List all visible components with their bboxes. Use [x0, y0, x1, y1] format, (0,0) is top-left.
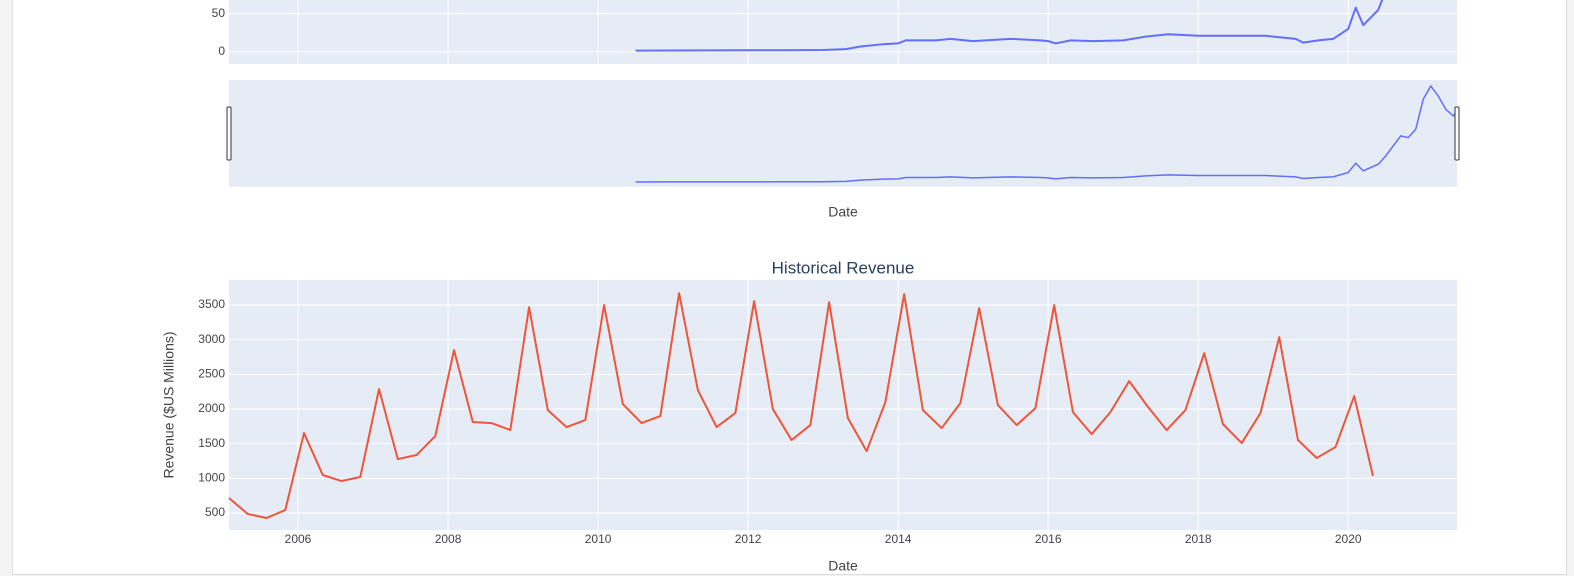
y-tick-label: 1500 — [198, 436, 225, 450]
y-tick-label: 0 — [218, 44, 225, 58]
x-tick-label: 2016 — [1035, 532, 1062, 546]
slider-line — [635, 84, 1458, 183]
y-tick-label: 3500 — [198, 297, 225, 311]
x-axis-title: Date — [828, 204, 858, 220]
slider-handle — [226, 106, 232, 161]
line — [635, 0, 1384, 52]
x-tick-label: 2014 — [885, 532, 912, 546]
x-axis-title: Date — [828, 558, 858, 574]
x-tick-label: 2018 — [1185, 532, 1212, 546]
chart-title: Historical Revenue — [772, 258, 915, 277]
line — [228, 292, 1374, 519]
plot-area — [229, 280, 1457, 530]
y-axis-title: Revenue ($US Millions) — [161, 331, 177, 478]
y-tick-label: 3000 — [198, 332, 225, 346]
x-tick-label: 2012 — [735, 532, 762, 546]
x-tick-label: 2020 — [1335, 532, 1362, 546]
plot-area — [229, 0, 1457, 64]
slider-handle — [1454, 106, 1460, 161]
y-tick-label: 500 — [205, 505, 225, 519]
range-slider — [229, 80, 1457, 187]
x-tick-label: 2010 — [585, 532, 612, 546]
x-tick-label: 2006 — [285, 532, 312, 546]
y-tick-label: 50 — [212, 6, 226, 20]
y-tick-label: 1000 — [198, 471, 225, 485]
y-tick-label: 2500 — [198, 366, 225, 380]
y-tick-label: 2000 — [198, 401, 225, 415]
x-tick-label: 2008 — [435, 532, 462, 546]
